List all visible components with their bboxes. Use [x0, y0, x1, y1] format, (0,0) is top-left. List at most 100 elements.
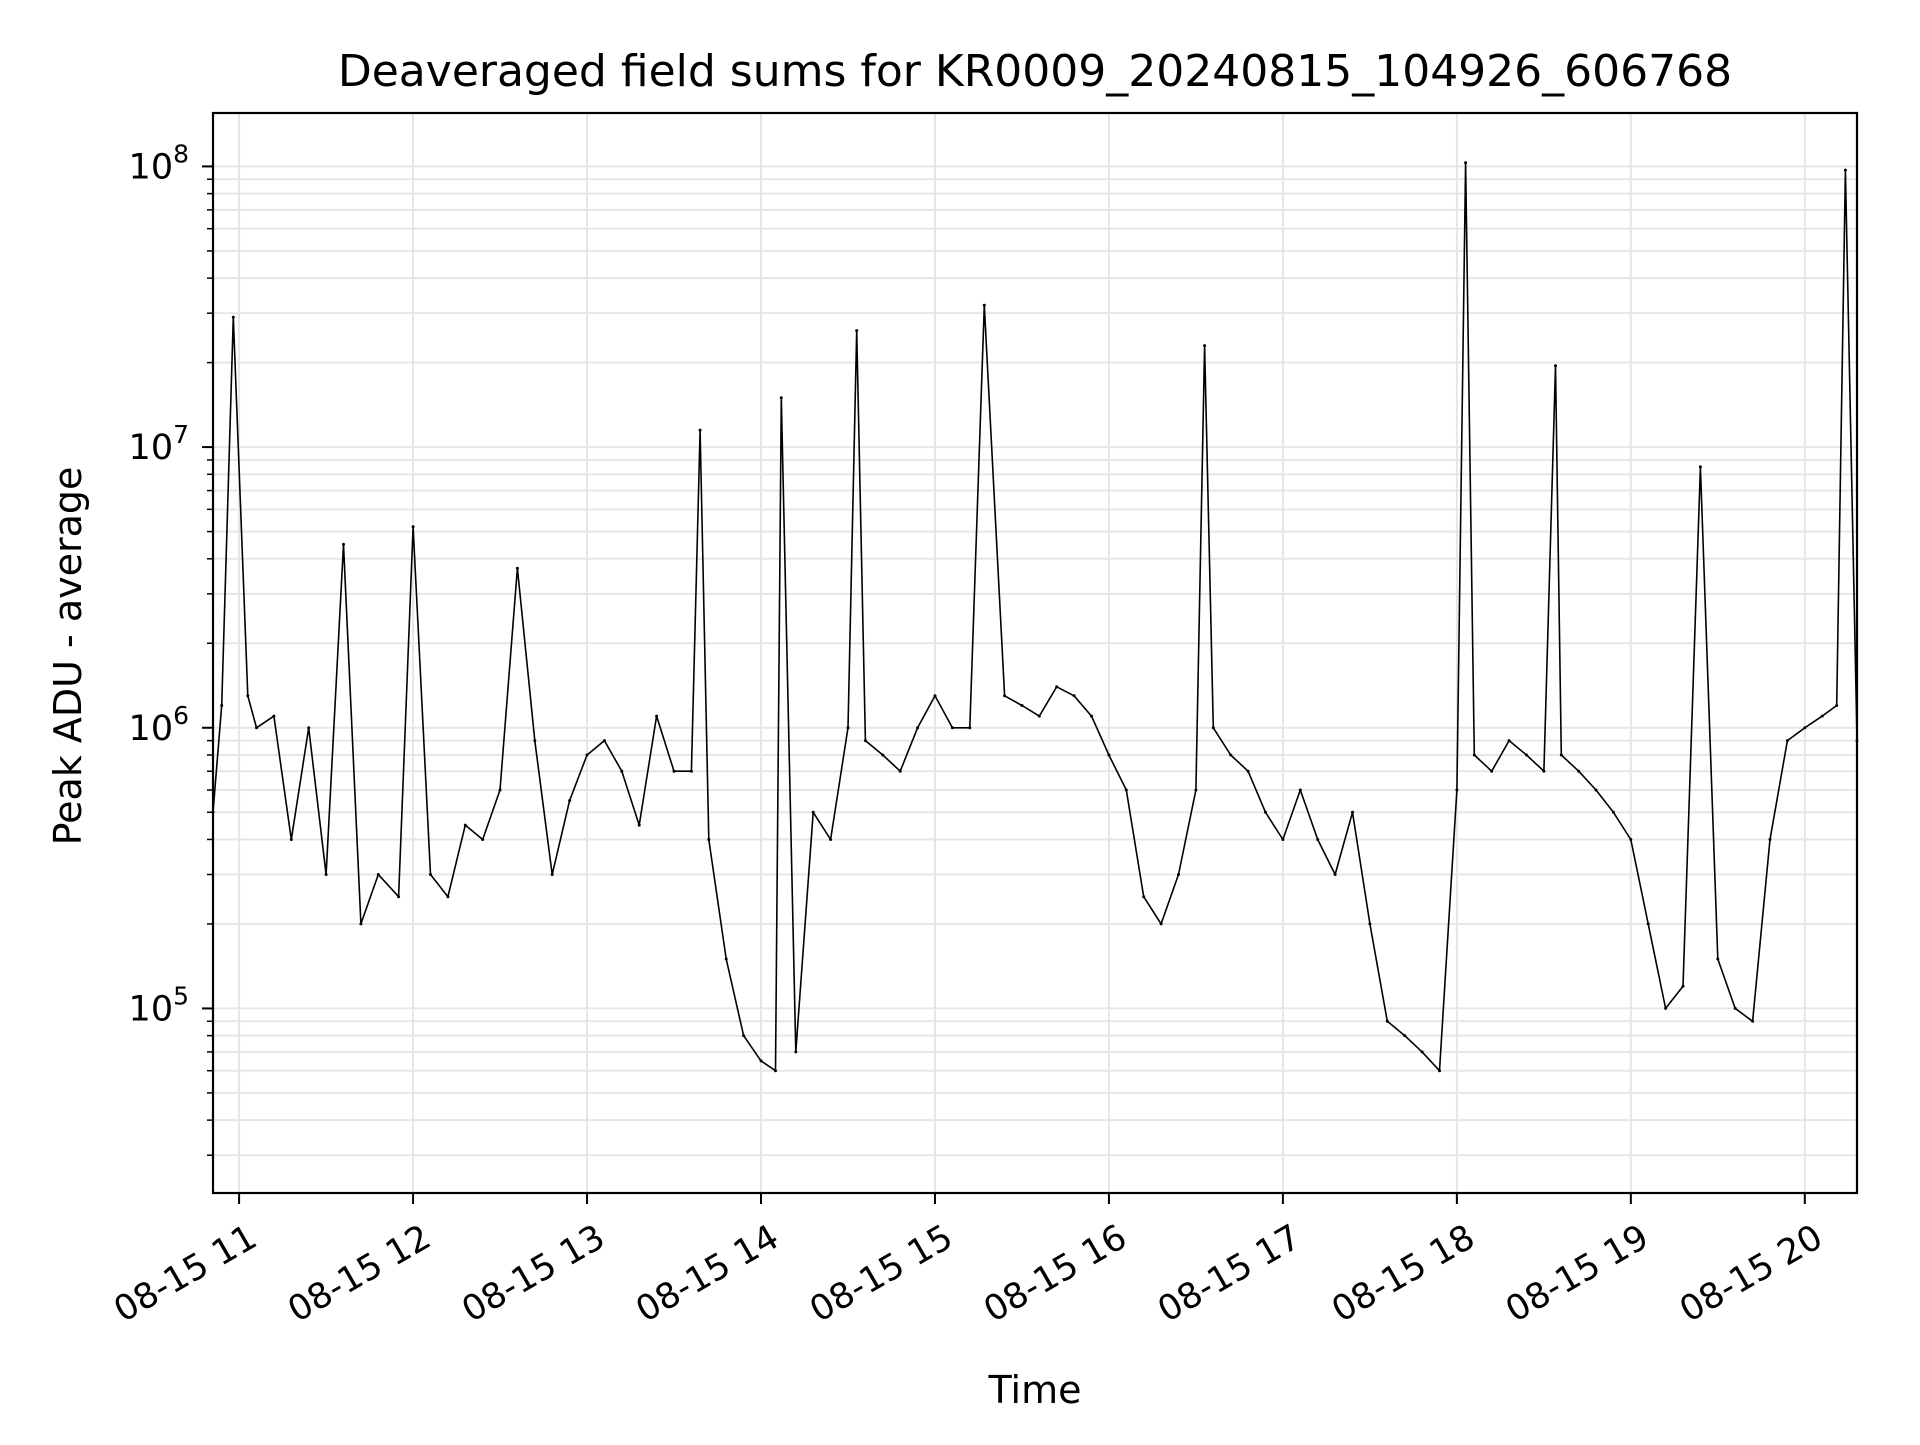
data-point	[376, 873, 380, 876]
data-point	[342, 542, 345, 546]
data-point	[829, 838, 833, 841]
y-tick-label: 108	[129, 139, 189, 187]
data-point	[620, 769, 624, 773]
axes: 08-15 11 08-15 12 08-15 13 08-15 14 08-15 15…	[108, 139, 1830, 1330]
x-tick-label: 08-15 20	[1673, 1217, 1829, 1330]
data-point	[1768, 838, 1772, 841]
data-point	[1368, 922, 1372, 926]
x-tick-label: 08-15 18	[1325, 1217, 1481, 1330]
x-tick-label: 08-15 19	[1499, 1217, 1655, 1330]
data-point	[231, 315, 235, 319]
data-point	[1843, 168, 1847, 172]
data-point	[1229, 753, 1233, 757]
data-point	[220, 704, 224, 707]
data-point	[602, 739, 606, 743]
data-point	[568, 799, 572, 803]
data-point	[1464, 161, 1468, 165]
data-point	[1246, 769, 1250, 773]
data-point	[246, 694, 250, 698]
data-point	[585, 753, 589, 757]
data-point	[742, 1034, 746, 1038]
data-point	[698, 428, 702, 432]
x-tick-label: 08-15 12	[282, 1217, 438, 1330]
data-point	[637, 823, 641, 827]
data-point	[982, 303, 986, 307]
data-point	[1646, 922, 1650, 926]
data-point	[1072, 694, 1076, 698]
data-point	[916, 726, 920, 730]
data-point	[1124, 788, 1128, 792]
data-point	[1751, 1019, 1755, 1023]
data-point	[1629, 838, 1633, 841]
data-point	[655, 714, 659, 718]
x-tick-label: 08-15 16	[977, 1217, 1133, 1330]
x-tick-label: 08-15 17	[1151, 1217, 1307, 1330]
data-point	[1455, 788, 1459, 792]
data-point	[1020, 704, 1024, 707]
y-axis-label: Peak ADU - average	[46, 467, 90, 846]
data-point	[898, 769, 902, 773]
y-tick-label: 106	[129, 701, 189, 749]
data-point	[515, 566, 519, 570]
data-point	[550, 873, 554, 876]
data-point	[855, 329, 859, 333]
data-point	[1681, 984, 1685, 988]
data-point	[1542, 769, 1546, 773]
x-tick-label: 08-15 15	[803, 1217, 959, 1330]
data-point	[1385, 1019, 1389, 1023]
data-point	[1820, 714, 1824, 718]
y-tick-label: 107	[129, 420, 189, 468]
data-point	[811, 810, 815, 814]
data-point	[1559, 753, 1563, 757]
data-point	[1803, 726, 1807, 730]
data-point	[1785, 739, 1789, 743]
data-point	[1525, 753, 1528, 757]
data-point	[446, 895, 450, 899]
data-point	[255, 726, 258, 730]
data-point	[1835, 704, 1839, 707]
data-point	[1142, 895, 1146, 899]
data-point	[272, 714, 276, 718]
y-tick-label: 105	[129, 981, 189, 1029]
grid	[213, 113, 1857, 1193]
x-tick-label: 08-15 13	[455, 1217, 611, 1330]
data-point	[950, 726, 954, 730]
data-point	[289, 838, 293, 841]
data-point	[1577, 769, 1581, 773]
data-point	[1211, 726, 1215, 730]
data-point	[1716, 957, 1720, 961]
data-point	[1055, 685, 1059, 689]
data-point	[1194, 788, 1198, 792]
data-point	[1298, 788, 1302, 792]
data-point	[774, 1069, 777, 1073]
data-point	[307, 726, 311, 730]
data-point	[1107, 753, 1111, 757]
data-point	[1554, 364, 1557, 368]
data-point	[1733, 1006, 1737, 1010]
data-point	[359, 922, 363, 926]
data-point	[1490, 769, 1494, 773]
data-point	[1177, 873, 1180, 876]
data-point	[1438, 1069, 1441, 1073]
data-point	[1594, 788, 1598, 792]
data-point	[846, 726, 850, 730]
data-point	[689, 769, 693, 773]
data-point	[1403, 1034, 1407, 1038]
data-point	[724, 957, 728, 961]
data-point	[1420, 1050, 1424, 1054]
x-axis-label: Time	[988, 1368, 1082, 1412]
data-point	[863, 739, 867, 743]
plot-frame	[211, 111, 1859, 1195]
data-point	[1316, 838, 1320, 841]
data-point	[429, 873, 432, 876]
data-point	[1264, 810, 1267, 814]
data-point	[1159, 922, 1163, 926]
data-point	[1611, 810, 1615, 814]
data-point	[324, 873, 328, 876]
series-layer	[211, 161, 1859, 1073]
data-point	[1281, 838, 1285, 841]
data-point	[411, 525, 415, 529]
data-point	[707, 838, 711, 841]
data-point	[1333, 873, 1337, 876]
